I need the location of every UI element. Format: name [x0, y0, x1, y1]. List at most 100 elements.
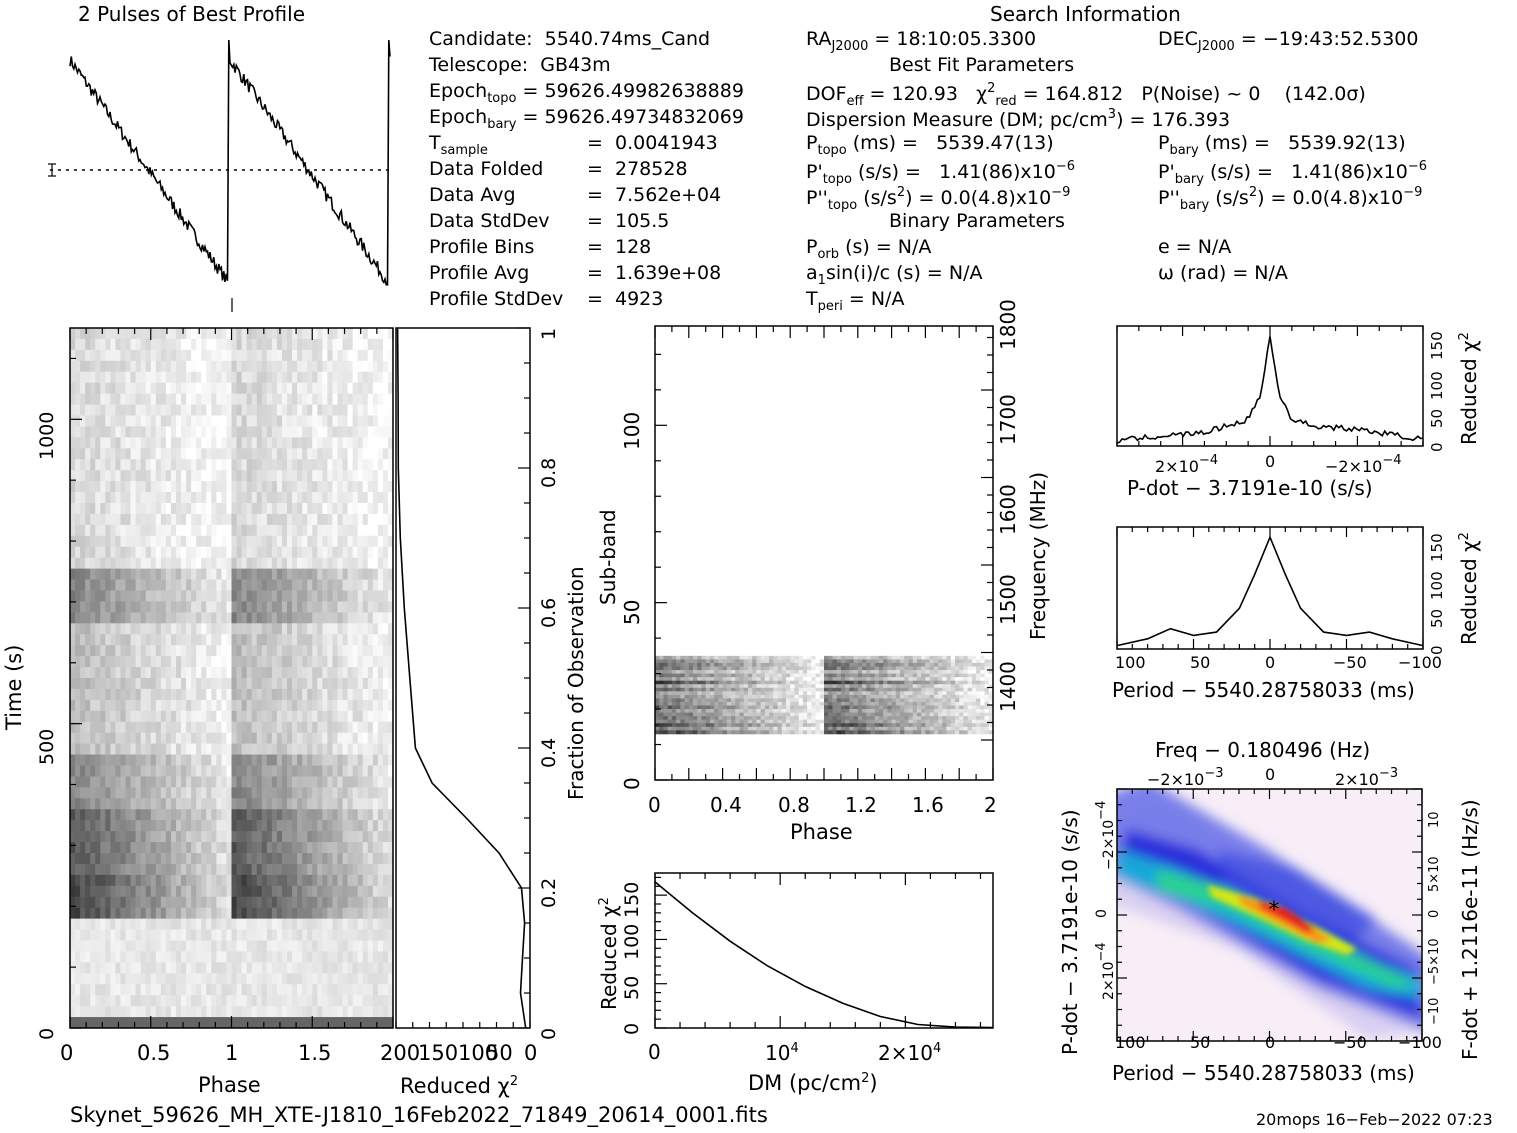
- tp-cell: [372, 1017, 379, 1028]
- tp-cell: [271, 667, 278, 679]
- tp-cell: [150, 535, 157, 548]
- tp-cell: [130, 645, 137, 657]
- sb-cell: [925, 655, 931, 660]
- tp-cell: [337, 524, 344, 537]
- info-profile-avg-value: = 1.639e+08: [587, 262, 722, 284]
- tp-cell: [332, 524, 338, 537]
- tp-cell: [206, 393, 212, 406]
- tp-cell: [135, 918, 142, 931]
- tp-cell: [302, 863, 308, 876]
- sb-cell: [853, 662, 859, 667]
- sb-cell: [887, 673, 892, 678]
- tp-cell: [105, 831, 111, 843]
- tp-cell: [382, 349, 389, 362]
- tp-cell: [322, 568, 328, 581]
- tp-cell: [170, 568, 177, 581]
- tp-cell: [317, 470, 323, 482]
- tp-cell: [387, 437, 393, 449]
- tp-cell: [297, 590, 303, 602]
- tp-cell: [160, 590, 167, 602]
- tp-cell: [125, 688, 132, 701]
- sb-cell: [895, 666, 901, 671]
- tp-cell: [90, 492, 96, 504]
- tp-cell: [287, 513, 293, 526]
- tp-cell: [302, 853, 308, 865]
- tp-cell: [302, 524, 308, 537]
- tp-cell: [231, 831, 238, 843]
- tp-cell: [352, 557, 359, 570]
- tp-cell: [271, 831, 278, 843]
- tp-cell: [302, 776, 308, 788]
- sb-cell: [671, 670, 677, 674]
- tp-cell: [105, 404, 111, 416]
- tp-cell: [80, 448, 86, 460]
- tp-cell: [387, 688, 393, 701]
- tp-cell: [191, 907, 197, 920]
- sb-cell: [777, 655, 783, 660]
- tp-cell: [95, 853, 101, 865]
- tp-cell: [372, 940, 379, 952]
- sb-cell: [938, 662, 943, 667]
- tp-cell: [160, 393, 167, 406]
- tp-cell: [307, 951, 313, 963]
- tp-cell: [251, 984, 258, 996]
- tp-cell: [216, 820, 222, 832]
- tp-cell: [266, 1017, 273, 1028]
- tp-cell: [196, 535, 202, 548]
- tp-cell: [216, 754, 222, 766]
- sb-cell: [667, 680, 673, 685]
- tp-cell: [297, 448, 303, 460]
- tp-cell: [362, 896, 369, 909]
- tp-cell: [130, 820, 137, 832]
- tp-cell: [216, 1017, 222, 1028]
- tp-cell: [145, 984, 152, 996]
- sb-cell: [891, 666, 897, 671]
- tp-cell: [150, 601, 157, 613]
- tp-cell: [211, 678, 217, 690]
- tp-cell: [90, 623, 96, 635]
- tp-cell: [221, 535, 227, 548]
- tp-cell: [246, 667, 253, 679]
- tp-cell: [216, 863, 222, 876]
- tp-cell: [130, 798, 137, 810]
- tp-cell: [95, 503, 101, 515]
- tp-cell: [125, 634, 132, 646]
- tp-cell: [196, 415, 202, 427]
- sb-cell: [853, 687, 859, 692]
- tp-cell: [80, 503, 86, 515]
- tp-cell: [362, 415, 369, 427]
- tp-cell: [352, 754, 359, 766]
- tp-cell: [110, 437, 116, 449]
- sb-cell: [912, 662, 918, 667]
- tp-cell: [95, 426, 101, 438]
- tp-cell: [292, 645, 298, 657]
- tp-cell: [271, 612, 278, 624]
- tp-cell: [302, 448, 308, 460]
- sb-cell: [697, 662, 702, 667]
- sb-cell: [802, 655, 808, 660]
- tp-cell: [175, 645, 182, 657]
- tp-cell: [125, 524, 132, 537]
- tp-cell: [372, 973, 379, 985]
- tp-cell: [337, 503, 344, 515]
- tp-cell: [145, 459, 152, 471]
- sb-cell: [769, 677, 774, 682]
- tp-cell: [337, 809, 344, 821]
- tp-cell: [266, 863, 273, 876]
- sb-cell: [747, 670, 753, 674]
- tp-cell: [367, 863, 374, 876]
- tp-cell: [352, 448, 359, 460]
- tp-cell: [165, 951, 172, 963]
- sb-cell: [680, 662, 685, 667]
- tp-cell: [367, 568, 374, 581]
- tp-cell: [130, 634, 137, 646]
- tp-cell: [135, 896, 142, 909]
- tp-cell: [191, 667, 197, 679]
- tp-cell: [175, 951, 182, 963]
- tp-cell: [110, 743, 116, 756]
- sb-cell: [824, 687, 829, 692]
- tp-cell: [337, 732, 344, 745]
- tp-cell: [281, 1006, 288, 1018]
- tp-cell: [150, 492, 157, 504]
- tp-cell: [231, 940, 238, 952]
